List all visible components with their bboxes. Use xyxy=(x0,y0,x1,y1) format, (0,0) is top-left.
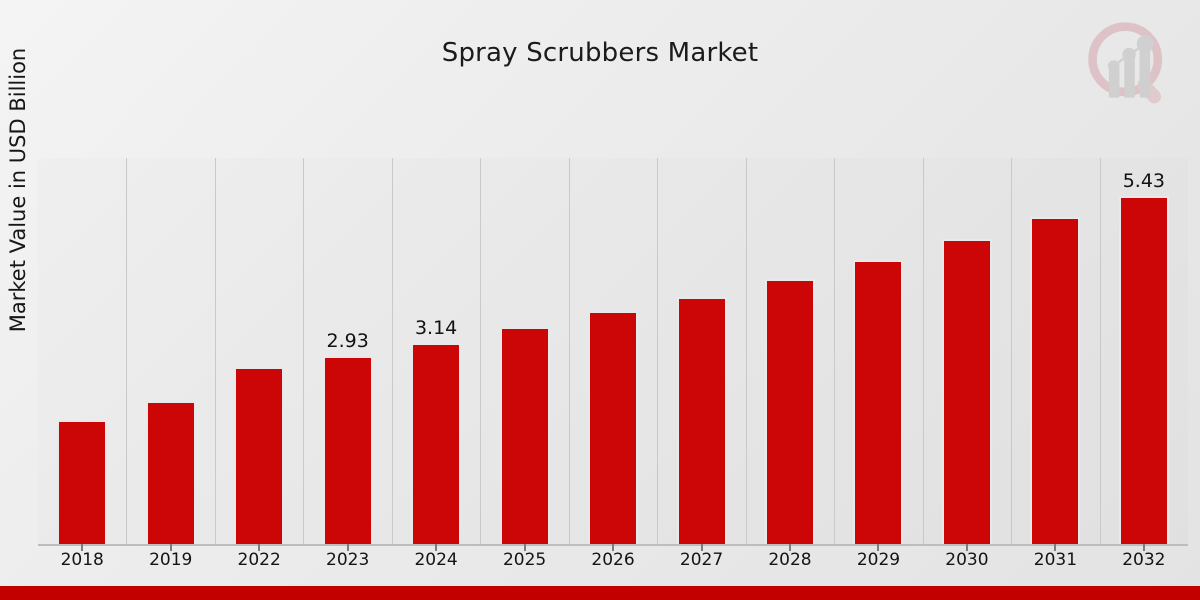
x-tick-label-2027: 2027 xyxy=(679,550,724,570)
bar-2027[interactable] xyxy=(676,296,727,544)
bar-2031[interactable] xyxy=(1030,217,1081,544)
x-tick-label-2023: 2023 xyxy=(326,550,370,570)
x-tick-mark xyxy=(435,544,438,551)
x-tick-label-2030: 2030 xyxy=(945,550,989,570)
bar-slot-2025[interactable] xyxy=(480,158,568,551)
x-tick-mark xyxy=(81,544,84,551)
bar-series: 2.93 3.14 5.43 xyxy=(38,158,1188,551)
bar-slot-2031[interactable] xyxy=(1011,158,1099,551)
bar-2030[interactable] xyxy=(941,238,992,544)
x-tick-label-2029: 2029 xyxy=(856,550,901,570)
bar-slot-2026[interactable] xyxy=(569,158,657,551)
bar-value-label: 2.93 xyxy=(326,330,369,353)
x-tick-mark xyxy=(523,544,526,551)
bar-slot-2028[interactable] xyxy=(746,158,834,551)
x-tick-mark xyxy=(965,544,968,551)
x-tick-mark xyxy=(258,544,261,551)
x-tick-mark xyxy=(169,544,172,551)
bar-slot-2018[interactable] xyxy=(38,158,126,551)
x-axis-tick-labels: 2018 2019 2022 2023 2024 2025 2026 2027 2028 2029… xyxy=(38,550,1188,570)
x-tick-mark xyxy=(346,544,349,551)
bar-slot-2029[interactable] xyxy=(834,158,922,551)
bar-slot-2032[interactable]: 5.43 xyxy=(1100,158,1188,551)
x-tick-label-2025: 2025 xyxy=(502,550,547,570)
x-tick-label-2018: 2018 xyxy=(60,550,104,570)
x-tick-mark xyxy=(877,544,880,551)
bar-value-label: 3.14 xyxy=(414,316,458,339)
x-tick-label-2031: 2031 xyxy=(1033,550,1078,570)
y-axis-title: Market Value in USD Billion xyxy=(6,47,30,333)
bar-2029[interactable] xyxy=(853,259,904,544)
x-tick-mark xyxy=(612,544,615,551)
bar-slot-2023[interactable]: 2.93 xyxy=(303,158,391,551)
x-tick-label-2026: 2026 xyxy=(591,550,635,570)
bar-slot-2019[interactable] xyxy=(126,158,214,551)
x-tick-label-2019: 2019 xyxy=(149,550,193,570)
plot-area: 2.93 3.14 5.43 xyxy=(38,158,1188,551)
x-tick-mark xyxy=(1142,544,1145,551)
bar-2023[interactable] xyxy=(322,356,373,544)
bar-slot-2024[interactable]: 3.14 xyxy=(392,158,480,551)
bottom-accent-stripe xyxy=(0,586,1200,600)
bar-2026[interactable] xyxy=(588,311,639,544)
chart-title: Spray Scrubbers Market xyxy=(441,38,759,68)
bar-2028[interactable] xyxy=(764,278,815,544)
x-tick-mark xyxy=(788,544,791,551)
bar-2018[interactable] xyxy=(57,419,108,544)
bar-2019[interactable] xyxy=(145,401,196,544)
bar-2032[interactable] xyxy=(1118,195,1169,544)
bar-slot-2027[interactable] xyxy=(657,158,745,551)
bar-2024[interactable] xyxy=(411,342,462,544)
bar-value-label: 5.43 xyxy=(1122,169,1166,192)
bar-2025[interactable] xyxy=(499,327,550,544)
bar-2022[interactable] xyxy=(234,367,285,544)
x-tick-label-2032: 2032 xyxy=(1122,550,1166,570)
x-tick-mark xyxy=(1054,544,1057,551)
x-tick-label-2022: 2022 xyxy=(237,550,281,570)
bar-slot-2022[interactable] xyxy=(215,158,303,551)
x-tick-label-2028: 2028 xyxy=(768,550,812,570)
x-tick-mark xyxy=(700,544,703,551)
bar-slot-2030[interactable] xyxy=(923,158,1011,551)
x-tick-label-2024: 2024 xyxy=(414,550,458,570)
market-research-magnifier-logo xyxy=(1082,18,1178,114)
